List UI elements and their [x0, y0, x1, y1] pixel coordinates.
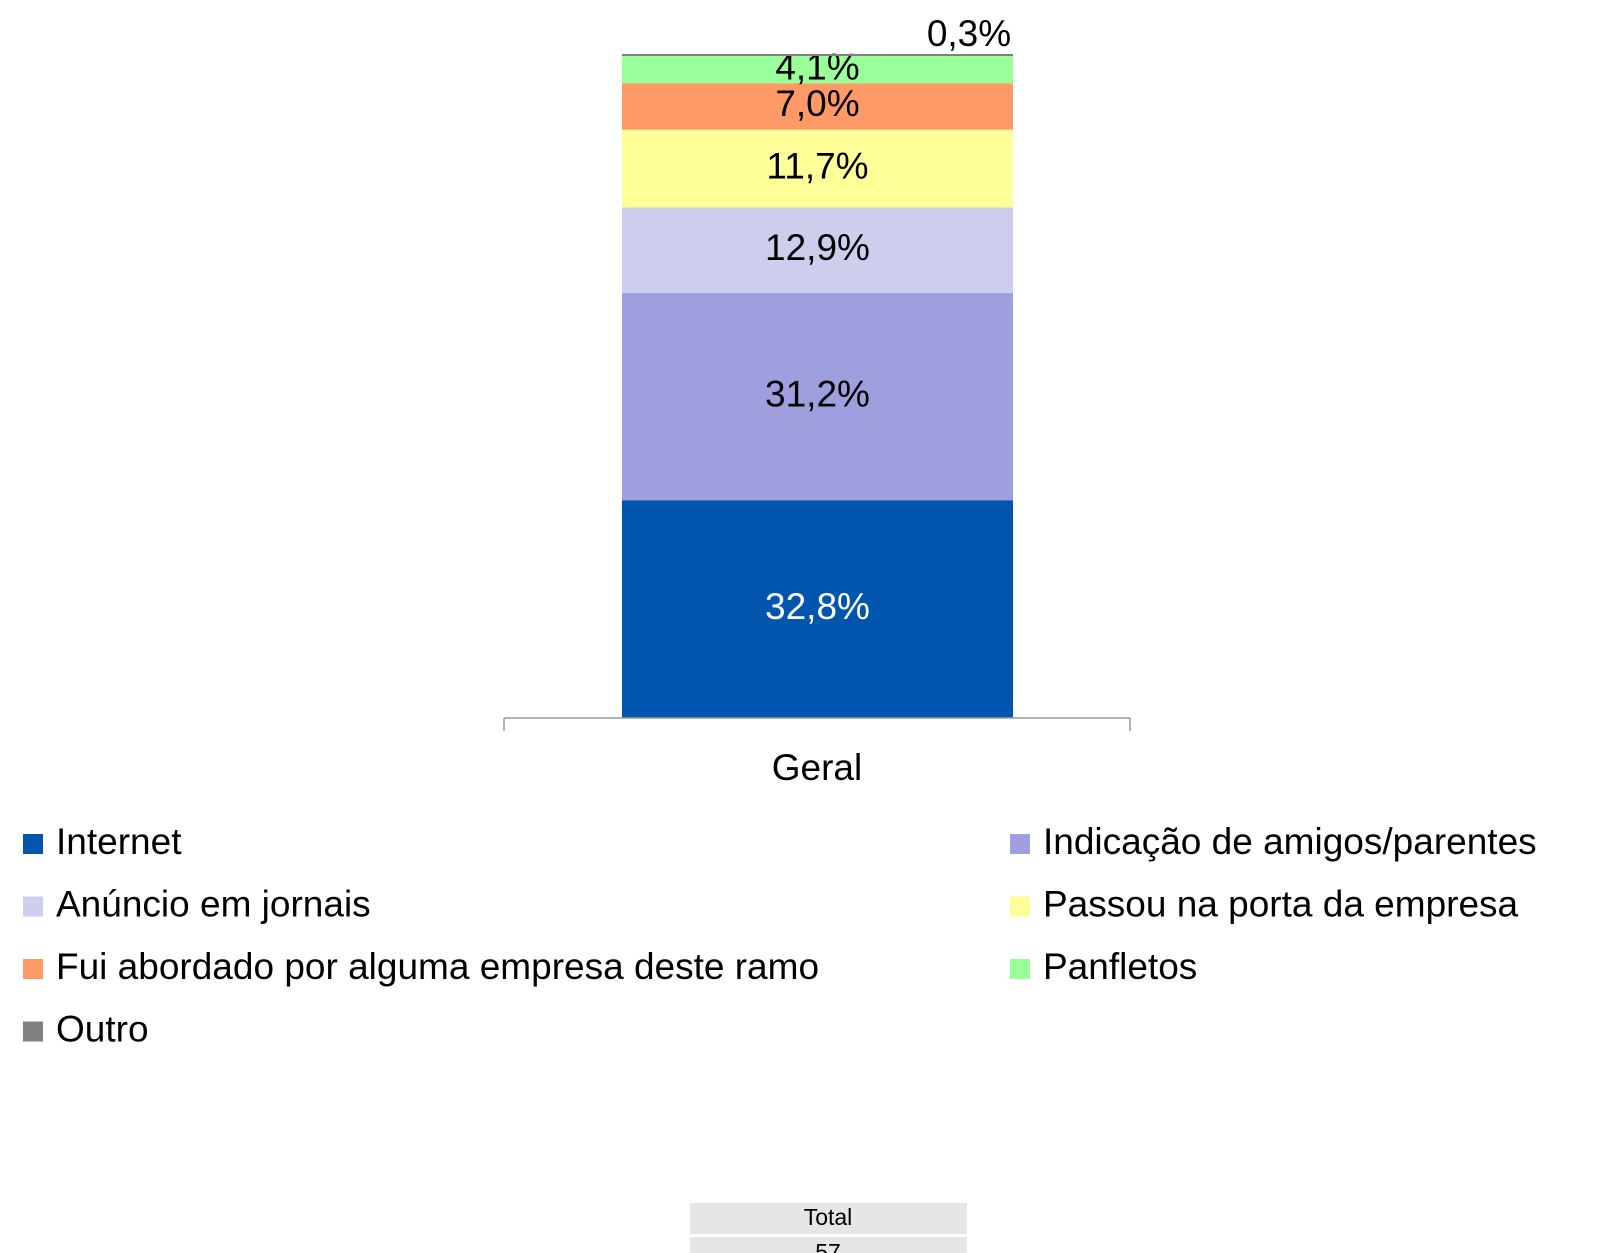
table-header-cell [690, 1203, 967, 1234]
legend-swatch [1010, 896, 1030, 917]
bar-segment [622, 293, 1013, 501]
data-label: 12,9% [765, 227, 870, 268]
legend-label: Indicação de amigos/parentes [1043, 821, 1537, 862]
data-label: 4,1% [775, 46, 859, 87]
legend-swatch [23, 834, 43, 854]
data-label: 0,3% [927, 13, 1011, 54]
legend-label: Passou na porta da empresa [1043, 883, 1519, 924]
legend-swatch [1010, 959, 1030, 979]
legend-swatch [23, 959, 43, 979]
legend-swatch [23, 896, 43, 917]
data-label: 32,8% [765, 586, 870, 627]
table-cell [690, 1237, 967, 1253]
data-label: 7,0% [775, 83, 859, 124]
data-label: 11,7% [766, 145, 868, 186]
bar-segment [622, 83, 1013, 130]
bar-segment [622, 500, 1013, 718]
x-tick-label: Geral [772, 747, 862, 788]
legend-swatch [1010, 834, 1030, 854]
legend-label: Panfletos [1043, 946, 1197, 987]
data-label: 31,2% [765, 373, 870, 414]
legend-label: Outro [56, 1008, 149, 1049]
table-header: Total [804, 1204, 853, 1230]
bar-segment [622, 55, 1013, 84]
bar-segment [622, 129, 1013, 208]
bar-segment [622, 207, 1013, 294]
legend-swatch [23, 1021, 43, 1042]
bar-segment [622, 54, 1013, 56]
legend-label: Fui abordado por alguma empresa deste ra… [56, 946, 819, 987]
legend-label: Internet [56, 821, 182, 862]
legend-label: Anúncio em jornais [56, 883, 371, 924]
table-value: 57 [815, 1239, 841, 1253]
